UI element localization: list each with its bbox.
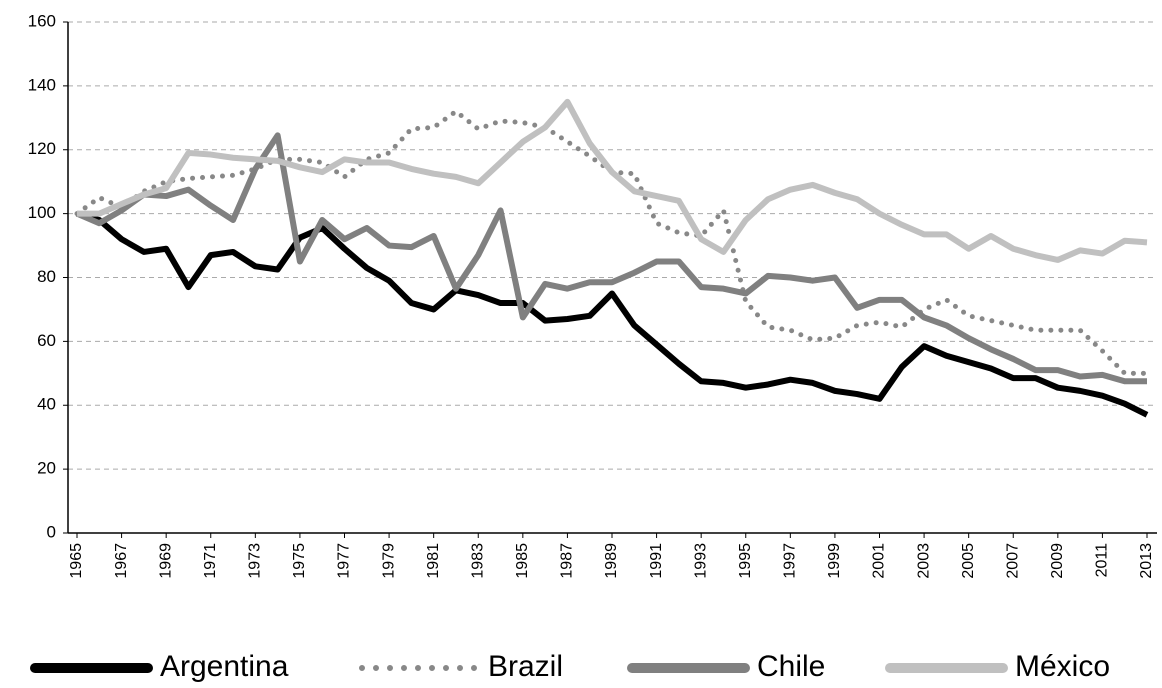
x-tick-label: 2005	[960, 543, 977, 579]
y-tick-label: 140	[28, 75, 56, 94]
x-tick-label: 1973	[247, 543, 264, 579]
x-tick-label: 1993	[692, 543, 709, 579]
x-tick-label: 1981	[425, 543, 442, 579]
x-tick-label: 1965	[68, 543, 85, 579]
x-tick-label: 1989	[603, 543, 620, 579]
x-tick-label: 2001	[871, 543, 888, 579]
x-tick-label: 1971	[202, 543, 219, 579]
x-tick-label: 1995	[737, 543, 754, 579]
x-tick-label: 2007	[1004, 543, 1021, 579]
x-tick-label: 1983	[469, 543, 486, 579]
x-tick-label: 1997	[782, 543, 799, 579]
x-tick-label: 2003	[915, 543, 932, 579]
y-tick-label: 120	[28, 139, 56, 158]
x-tick-label: 2009	[1049, 543, 1066, 579]
x-tick-label: 1977	[336, 543, 353, 579]
y-tick-label: 160	[28, 11, 56, 30]
x-tick-label: 1987	[559, 543, 576, 579]
legend-label: Argentina	[160, 650, 289, 683]
legend-label: México	[1015, 650, 1110, 683]
x-tick-label: 1969	[157, 543, 174, 579]
x-tick-label: 1991	[648, 543, 665, 579]
x-tick-label: 1967	[113, 543, 130, 579]
y-tick-label: 20	[37, 459, 56, 478]
y-tick-label: 100	[28, 203, 56, 222]
x-tick-label: 2013	[1138, 543, 1155, 579]
y-tick-label: 60	[37, 331, 56, 350]
x-tick-label: 2011	[1094, 543, 1111, 578]
x-tick-label: 1985	[514, 543, 531, 579]
x-tick-label: 1975	[291, 543, 308, 579]
x-tick-label: 1979	[380, 543, 397, 579]
y-tick-label: 0	[47, 522, 56, 541]
legend-label: Brazil	[488, 650, 563, 683]
legend-label: Chile	[757, 650, 825, 683]
series-line	[76, 210, 1149, 418]
series-line	[77, 98, 1148, 263]
y-tick-label: 40	[37, 395, 56, 414]
x-tick-label: 1999	[826, 543, 843, 579]
series-line	[75, 132, 1147, 385]
series-line	[74, 108, 1150, 376]
y-tick-label: 80	[37, 267, 56, 286]
